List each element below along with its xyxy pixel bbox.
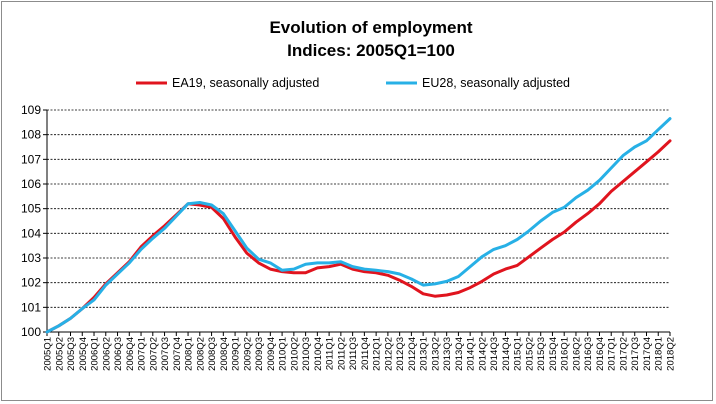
x-tick-label-2014Q4: 2014Q4 (501, 337, 512, 371)
x-tick-label-2011Q2: 2011Q2 (336, 337, 347, 370)
x-tick-label-2013Q2: 2013Q2 (430, 337, 441, 371)
x-tick-label-2006Q3: 2006Q3 (113, 337, 124, 371)
x-tick-label-2008Q3: 2008Q3 (207, 337, 218, 371)
axes (46, 110, 670, 333)
x-tick-label-2007Q1: 2007Q1 (137, 337, 148, 371)
y-tick-label-105: 105 (21, 202, 41, 216)
x-tick-label-2012Q3: 2012Q3 (395, 337, 406, 371)
y-tick-label-108: 108 (21, 128, 41, 142)
x-tick-label-2017Q4: 2017Q4 (642, 337, 653, 371)
x-tick-label-2008Q1: 2008Q1 (184, 337, 195, 371)
x-tick-label-2012Q4: 2012Q4 (407, 337, 418, 371)
x-tick-label-2018Q2: 2018Q2 (666, 337, 677, 371)
y-tick-label-107: 107 (21, 152, 41, 166)
x-tick-label-2015Q4: 2015Q4 (548, 337, 559, 371)
x-tick-label-2008Q2: 2008Q2 (195, 337, 206, 371)
x-tick-label-2006Q4: 2006Q4 (125, 337, 136, 371)
x-tick-label-2017Q2: 2017Q2 (618, 337, 629, 371)
x-tick-label-2013Q3: 2013Q3 (442, 337, 453, 371)
x-tick-label-2009Q4: 2009Q4 (266, 337, 277, 371)
x-tick-label-2005Q4: 2005Q4 (78, 337, 89, 371)
series-lines (45, 117, 672, 334)
chart-title-line-2: Indices: 2005Q1=100 (287, 41, 455, 60)
legend: EA19, seasonally adjusted EU28, seasonal… (136, 76, 570, 90)
x-tick-label-2017Q3: 2017Q3 (630, 337, 641, 371)
y-tick-label-106: 106 (21, 177, 41, 191)
x-tick-label-2016Q2: 2016Q2 (571, 337, 582, 371)
x-tick-label-2012Q1: 2012Q1 (372, 337, 383, 371)
y-tick-label-103: 103 (21, 251, 41, 265)
x-tick-label-2015Q3: 2015Q3 (536, 337, 547, 371)
x-tick-label-2016Q1: 2016Q1 (560, 337, 571, 371)
x-tick-label-2007Q4: 2007Q4 (172, 337, 183, 371)
x-tick-label-2011Q3: 2011Q3 (348, 337, 359, 370)
y-tick-label-104: 104 (21, 226, 41, 240)
x-tick-label-2012Q2: 2012Q2 (383, 337, 394, 371)
x-tick-label-2009Q1: 2009Q1 (231, 337, 242, 371)
x-tick-label-2010Q4: 2010Q4 (313, 337, 324, 371)
x-tick-label-2007Q2: 2007Q2 (148, 337, 159, 371)
y-axis-ticks: 100 101 102 103 104 105 106 107 108 109 (21, 103, 47, 339)
x-tick-label-2014Q1: 2014Q1 (466, 337, 477, 371)
chart-title-line-1: Evolution of employment (269, 18, 472, 37)
x-tick-label-2009Q3: 2009Q3 (254, 337, 265, 371)
series-line-eu28 (45, 117, 672, 334)
x-tick-label-2011Q4: 2011Q4 (360, 337, 371, 370)
gridlines (47, 109, 670, 308)
x-tick-label-2016Q4: 2016Q4 (595, 337, 606, 371)
x-tick-label-2007Q3: 2007Q3 (160, 337, 171, 371)
x-tick-label-2010Q2: 2010Q2 (289, 337, 300, 371)
y-tick-label-102: 102 (21, 276, 41, 290)
y-tick-label-109: 109 (21, 103, 41, 117)
x-tick-label-2014Q3: 2014Q3 (489, 337, 500, 371)
x-axis-ticks: 2005Q1 2005Q2 2005Q3 2005Q4 2006Q1 2006Q2 2006… (43, 332, 677, 371)
x-tick-label-2005Q2: 2005Q2 (54, 337, 65, 371)
y-tick-label-100: 100 (21, 325, 41, 339)
x-tick-label-2005Q1: 2005Q1 (43, 337, 54, 371)
x-tick-label-2017Q1: 2017Q1 (607, 337, 618, 371)
x-tick-label-2006Q1: 2006Q1 (90, 337, 101, 371)
x-tick-label-2006Q2: 2006Q2 (101, 337, 112, 371)
x-tick-label-2008Q4: 2008Q4 (219, 337, 230, 371)
x-tick-label-2011Q1: 2011Q1 (325, 337, 336, 370)
x-tick-label-2015Q2: 2015Q2 (524, 337, 535, 371)
legend-label-eu28: EU28, seasonally adjusted (422, 76, 570, 90)
x-tick-label-2010Q3: 2010Q3 (301, 337, 312, 371)
x-tick-label-2010Q1: 2010Q1 (278, 337, 289, 371)
x-tick-label-2005Q3: 2005Q3 (66, 337, 77, 371)
x-tick-label-2009Q2: 2009Q2 (242, 337, 253, 371)
x-tick-label-2013Q4: 2013Q4 (454, 337, 465, 371)
x-tick-label-2014Q2: 2014Q2 (477, 337, 488, 371)
legend-label-ea19: EA19, seasonally adjusted (172, 76, 319, 90)
x-tick-label-2013Q1: 2013Q1 (419, 337, 430, 371)
series-line-ea19 (45, 139, 672, 334)
x-tick-label-2016Q3: 2016Q3 (583, 337, 594, 371)
x-tick-label-2018Q1: 2018Q1 (654, 337, 665, 371)
y-tick-label-101: 101 (21, 300, 41, 314)
x-tick-label-2015Q1: 2015Q1 (513, 337, 524, 371)
